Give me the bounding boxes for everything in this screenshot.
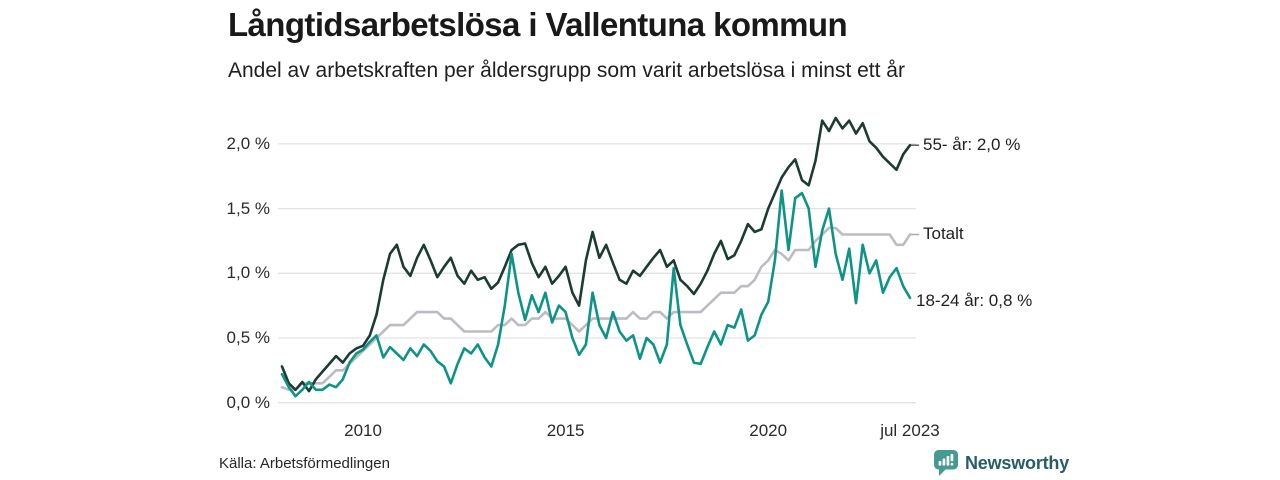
- x-tick-label: 2010: [344, 421, 382, 440]
- y-tick-label: 2,0 %: [226, 133, 270, 153]
- newsworthy-wordmark: Newsworthy: [965, 452, 1070, 473]
- series-line-18-24 år: [280, 189, 912, 398]
- chart-subtitle: Andel av arbetskraften per åldersgrupp s…: [228, 59, 905, 82]
- y-tick-label: 0,5 %: [226, 328, 270, 347]
- series-end-label-0: 55- år: 2,0 %: [923, 135, 1021, 155]
- series-end-label-1: Totalt: [923, 224, 964, 244]
- y-tick-label: 1,0 %: [226, 263, 270, 283]
- newsworthy-logo-icon: [934, 450, 958, 476]
- y-tick-label: 1,5 %: [226, 198, 270, 218]
- series-end-label-2: 18-24 år: 0,8 %: [916, 290, 1033, 310]
- series-line-Totalt: [280, 226, 912, 392]
- chart-title: Långtidsarbetslösa i Vallentuna kommun: [228, 6, 848, 43]
- x-tick-label: 2015: [546, 421, 585, 440]
- x-tick-label: 2020: [749, 421, 788, 440]
- newsworthy-brand: Newsworthy: [934, 450, 1069, 476]
- y-tick-label: 0,0 %: [226, 392, 270, 412]
- source-note: Källa: Arbetsförmedlingen: [219, 455, 390, 472]
- series-line-55- år: [280, 116, 912, 393]
- x-tick-label: jul 2023: [880, 421, 940, 440]
